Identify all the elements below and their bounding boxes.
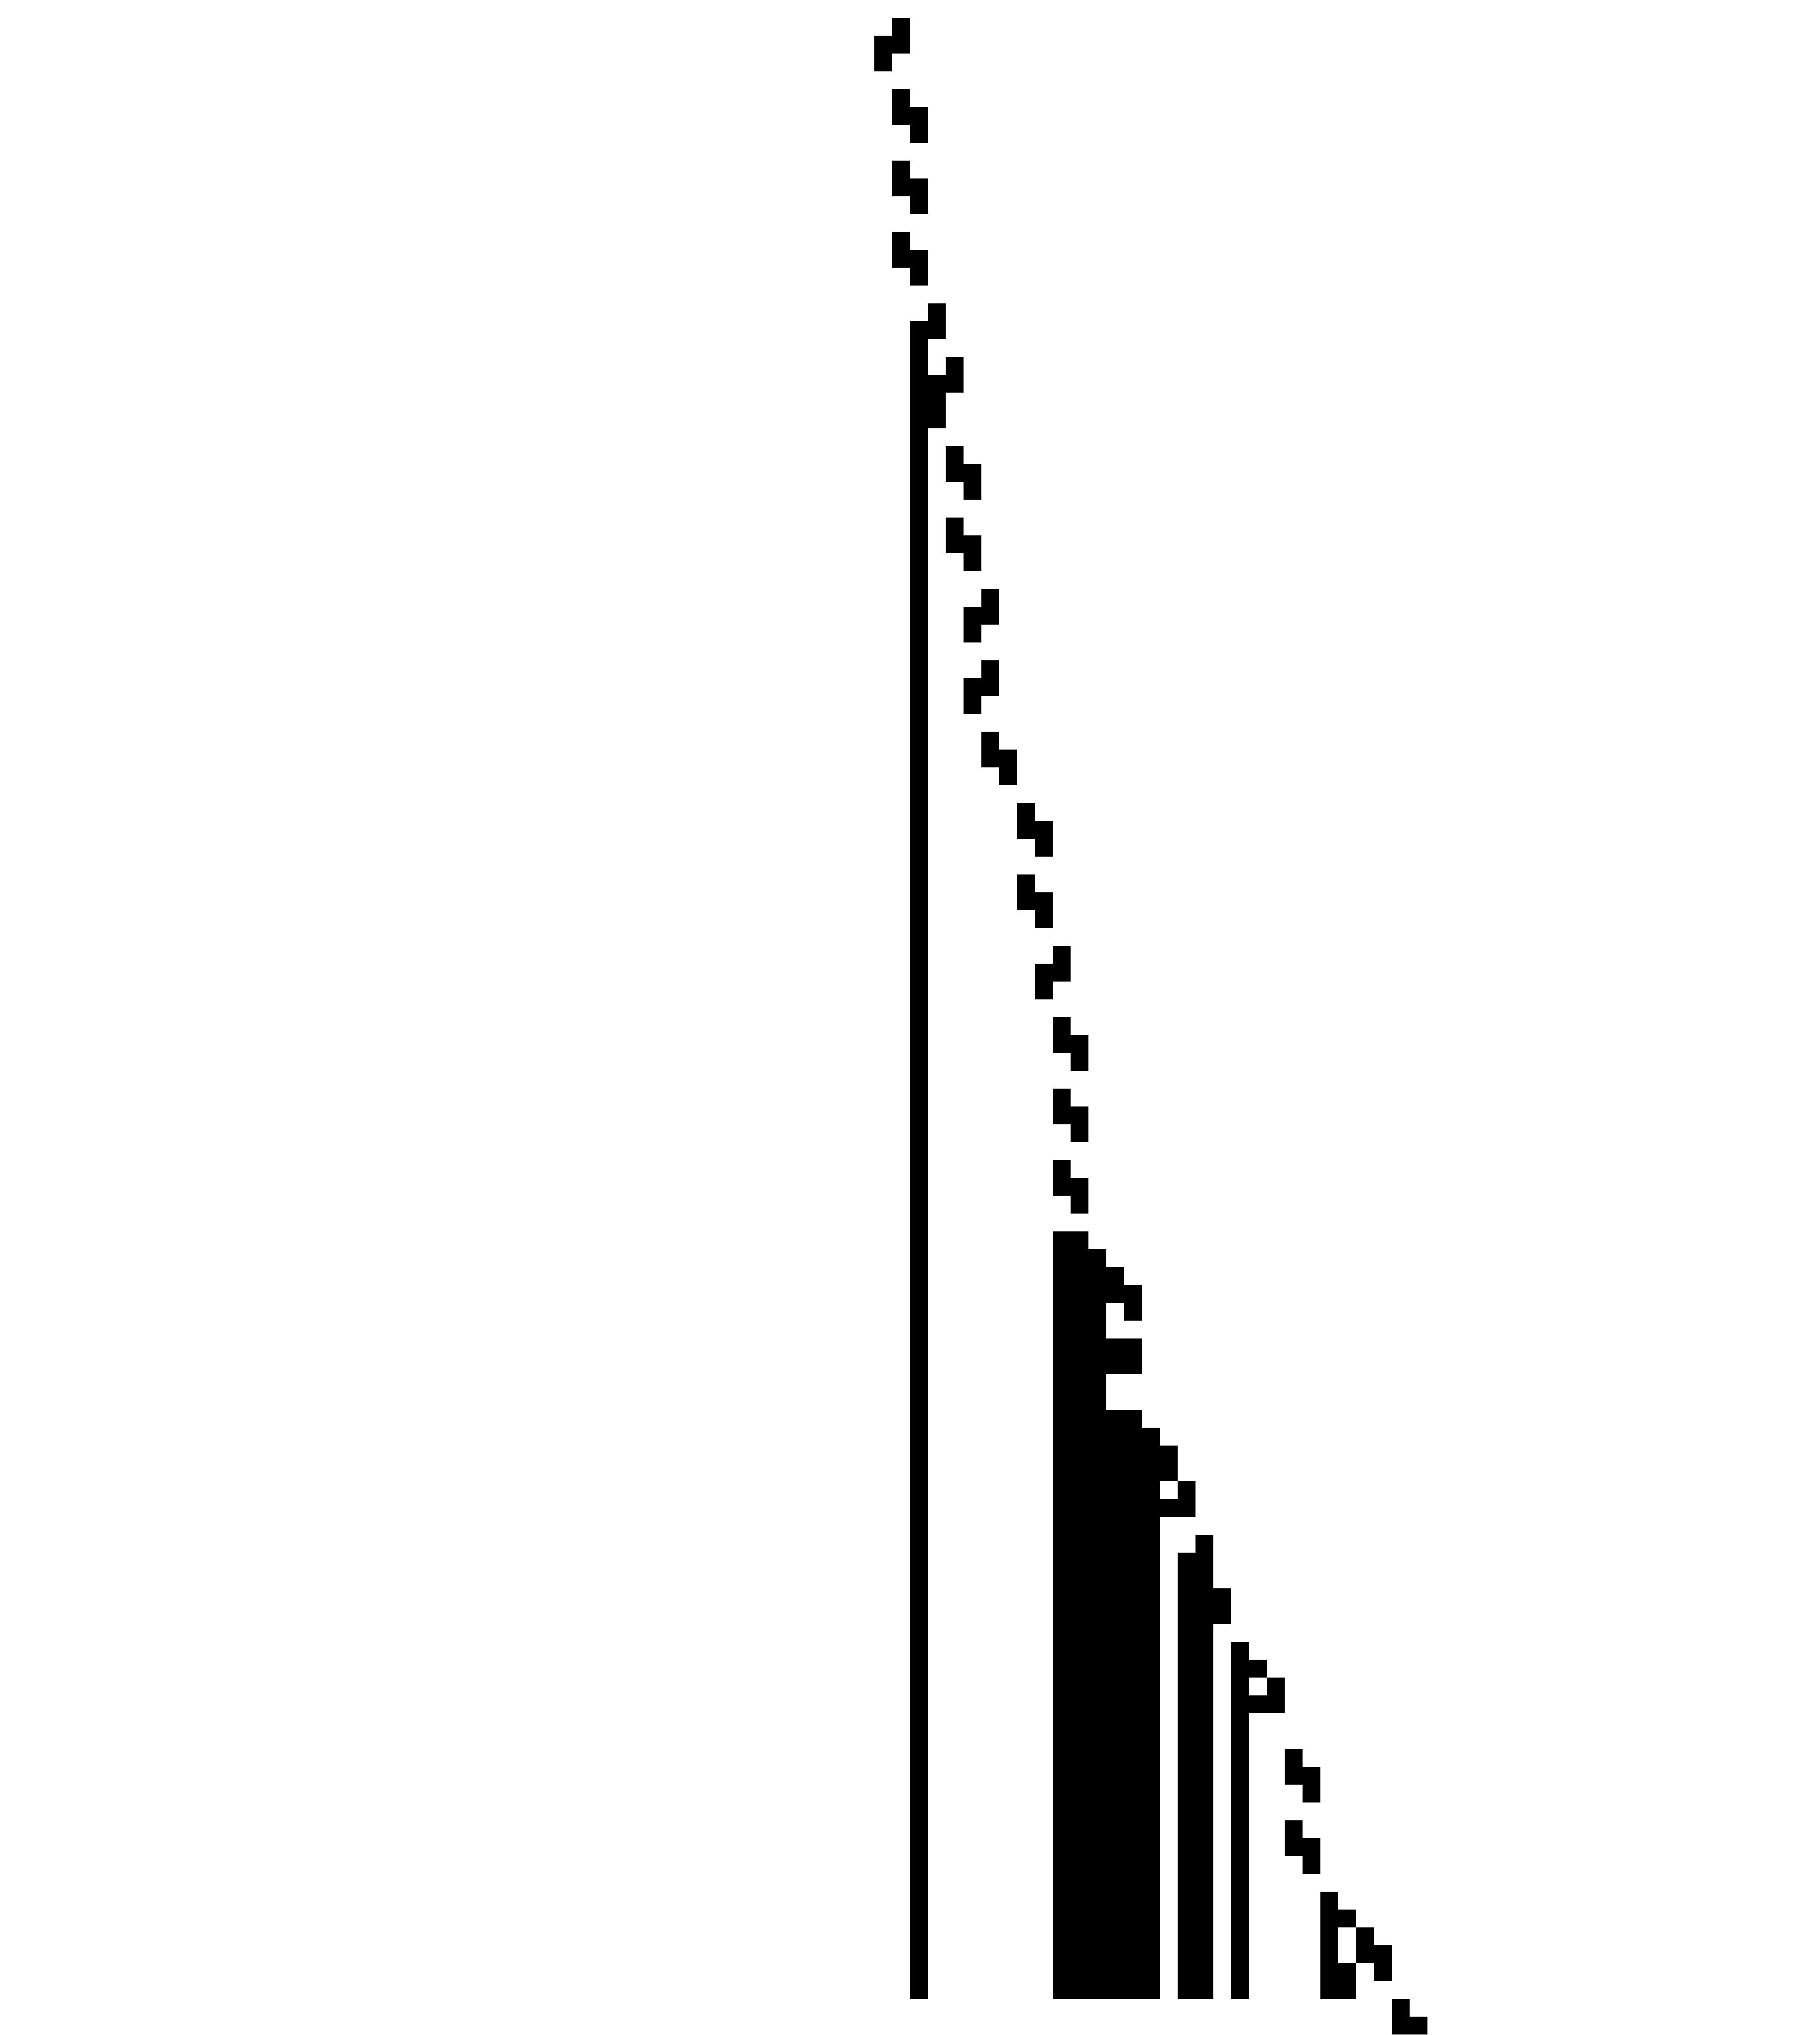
automaton-cell-block: [1195, 1606, 1213, 1624]
automaton-cell-block: [1356, 1945, 1392, 1963]
automaton-cell-block: [1374, 1963, 1392, 1981]
automaton-cell-block: [1106, 1338, 1124, 1356]
automaton-cell-block: [1285, 1767, 1303, 1785]
automaton-cell-block: [1285, 1749, 1303, 1767]
automaton-cell-block: [1053, 1231, 1088, 1999]
automaton-cell-block: [1231, 1695, 1249, 1999]
automaton-cell-block: [910, 178, 928, 214]
automaton-cell-block: [946, 446, 964, 464]
automaton-cell-block: [1071, 1106, 1088, 1142]
automaton-cell-block: [1106, 1285, 1142, 1303]
automaton-cell-block: [1160, 1499, 1178, 1517]
automaton-cell-block: [1213, 1588, 1231, 1624]
automaton-cell-block: [964, 696, 981, 714]
automaton-cell-block: [1035, 982, 1053, 999]
automaton-cell-block: [892, 232, 910, 250]
automaton-cell-block: [892, 178, 910, 196]
automaton-cell-block: [981, 589, 999, 625]
automaton-cell-block: [1195, 1535, 1213, 1570]
automaton-cell-block: [946, 518, 964, 535]
automaton-cell-block: [1142, 1428, 1160, 1999]
automaton-cell-block: [1053, 1089, 1071, 1106]
automaton-cell-block: [999, 750, 1017, 785]
automaton-cell-block: [1320, 1892, 1338, 1999]
automaton-cell-block: [981, 732, 999, 750]
automaton-cell-block: [1035, 892, 1053, 928]
automaton-cell-block: [1195, 1624, 1213, 1999]
automaton-cell-block: [892, 18, 910, 36]
automaton-cell-block: [1053, 946, 1071, 982]
automaton-cell-block: [964, 535, 981, 571]
automaton-cell-block: [1053, 1160, 1071, 1178]
automaton-cell-block: [1106, 1410, 1124, 1999]
automaton-cell-block: [1035, 821, 1053, 857]
automaton-cell-block: [1017, 874, 1035, 892]
automaton-cell-block: [1124, 1338, 1142, 1374]
automaton-cell-block: [892, 36, 910, 54]
automaton-cell-block: [1338, 1910, 1356, 1927]
automaton-cell-block: [910, 339, 928, 1999]
automaton-cell-block: [981, 750, 999, 767]
automaton-cell-block: [1124, 1410, 1142, 1999]
automaton-cell-block: [1338, 1963, 1356, 1999]
automaton-cell-block: [1160, 1446, 1178, 1463]
automaton-cell-block: [892, 250, 910, 268]
automaton-cell-block: [1017, 821, 1035, 839]
automaton-cell-block: [1356, 1927, 1374, 1945]
automaton-cell-block: [1071, 1035, 1088, 1071]
automaton-cell-block: [1249, 1660, 1267, 1678]
automaton-cell-block: [1053, 1035, 1071, 1053]
automaton-cell-block: [1249, 1695, 1267, 1713]
automaton-cell-block: [1392, 1999, 1410, 2017]
automaton-cell-block: [910, 250, 928, 286]
automaton-cell-block: [1178, 1481, 1195, 1517]
automaton-cell-block: [1106, 1356, 1124, 1374]
automaton-cell-block: [910, 321, 928, 339]
automaton-cell-block: [1071, 1178, 1088, 1214]
automaton-cell-block: [1178, 1570, 1195, 1999]
automaton-cell-block: [1017, 803, 1035, 821]
automaton-cell-block: [910, 107, 928, 143]
automaton-cell-block: [1160, 1463, 1178, 1481]
automaton-cell-block: [964, 678, 981, 696]
automaton-cell-block: [946, 357, 964, 393]
automaton-cell-block: [892, 89, 910, 107]
automaton-cell-block: [1178, 1553, 1195, 1570]
automaton-cell-block: [946, 464, 964, 482]
automaton-cell-block: [1285, 1838, 1303, 1856]
automaton-cell-block: [1017, 892, 1035, 910]
automaton-cell-block: [1088, 1249, 1106, 1999]
automaton-cell-block: [1053, 1178, 1071, 1196]
automaton-cell-block: [1267, 1678, 1285, 1713]
automaton-cell-block: [928, 375, 946, 393]
automaton-cell-block: [928, 393, 946, 410]
automaton-cell-block: [892, 161, 910, 178]
automaton-cell-block: [874, 36, 892, 71]
automaton-cell-block: [946, 535, 964, 553]
automaton-cell-block: [928, 303, 946, 339]
automaton-cell-block: [1303, 1767, 1320, 1802]
automaton-cell-block: [1035, 964, 1053, 982]
automaton-cell-block: [964, 625, 981, 642]
automaton-cells: [874, 18, 1427, 2034]
automaton-cell-block: [964, 464, 981, 500]
automaton-cell-block: [964, 607, 981, 625]
automaton-cell-block: [892, 107, 910, 125]
automaton-cell-block: [1285, 1820, 1303, 1838]
automaton-cell-block: [981, 660, 999, 696]
automaton-cell-block: [1303, 1838, 1320, 1874]
automaton-cell-block: [1410, 2017, 1427, 2034]
automaton-cell-block: [1106, 1267, 1124, 1285]
automaton-cell-block: [1053, 1017, 1071, 1035]
automaton-cell-block: [1053, 1106, 1071, 1124]
automaton-cell-block: [928, 410, 946, 428]
automaton-cell-block: [1392, 2017, 1410, 2034]
automaton-cell-block: [1124, 1303, 1142, 1321]
